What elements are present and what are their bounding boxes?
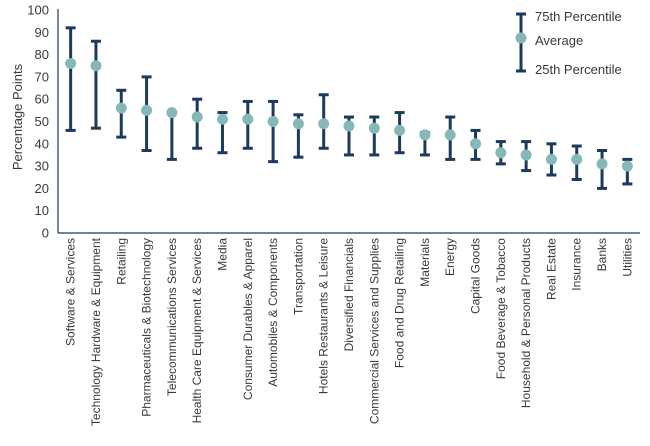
category-label: Utilities (620, 238, 634, 277)
average-marker (141, 104, 153, 116)
average-marker (242, 113, 254, 125)
category-label: Automobiles & Components (266, 238, 280, 387)
y-tick-label: 0 (42, 226, 49, 241)
category-label: Energy (443, 238, 457, 276)
category-label: Food Beverage & Tobacco (494, 238, 508, 380)
average-marker (419, 129, 431, 141)
category-label: Retailing (114, 238, 128, 285)
average-marker (394, 124, 406, 136)
category-labels: Software & Services Technology Hardware &… (64, 237, 635, 426)
legend-label-75th: 75th Percentile (535, 9, 622, 24)
category-label: Telecommunications Services (165, 238, 179, 396)
average-marker (545, 153, 557, 165)
average-marker (495, 147, 507, 159)
average-marker (343, 120, 355, 132)
y-axis-label: Percentage Points (10, 63, 25, 170)
y-tick-label: 100 (27, 3, 49, 18)
category-label: Real Estate (544, 238, 558, 300)
average-marker (90, 60, 102, 72)
legend-label-average: Average (535, 33, 583, 48)
average-marker (596, 158, 608, 170)
y-tick-label: 70 (35, 69, 49, 84)
y-tick-label: 40 (35, 136, 49, 151)
average-marker (520, 149, 532, 161)
average-marker (292, 118, 304, 130)
average-marker (65, 58, 77, 70)
category-label: Media (215, 238, 229, 271)
legend-label-25th: 25th Percentile (535, 62, 622, 77)
average-marker (571, 153, 583, 165)
category-label: Pharmaceuticals & Biotechnology (140, 238, 154, 417)
category-label: Materials (418, 238, 432, 287)
category-label: Transportation (291, 238, 305, 315)
average-marker (115, 102, 127, 114)
category-label: Capital Goods (469, 238, 483, 314)
y-tick-label: 20 (35, 181, 49, 196)
y-tick-label: 60 (35, 92, 49, 107)
y-tick-labels: 0 10 20 30 40 50 60 70 80 90 100 (27, 3, 49, 241)
average-marker (621, 160, 633, 172)
y-tick-label: 10 (35, 203, 49, 218)
category-label: Hotels Restaurants & Leisure (317, 238, 331, 394)
category-label: Health Care Equipment & Services (190, 238, 204, 423)
y-tick-label: 90 (35, 25, 49, 40)
legend-average-marker (515, 32, 527, 44)
y-tick-label: 80 (35, 47, 49, 62)
axes (57, 9, 640, 234)
category-label: Technology Hardware & Equipment (89, 237, 103, 426)
category-label: Banks (595, 238, 609, 271)
average-marker (166, 107, 178, 119)
average-marker (216, 113, 228, 125)
y-tick-label: 30 (35, 159, 49, 174)
average-markers (65, 58, 633, 172)
category-label: Insurance (570, 238, 584, 291)
average-marker (318, 118, 330, 130)
category-label: Diversified Financials (342, 238, 356, 351)
category-label: Commercial Services and Supplies (367, 238, 381, 424)
category-label: Software & Services (64, 238, 78, 346)
legend: 75th Percentile Average 25th Percentile (515, 9, 622, 77)
y-axis-title: Percentage Points (10, 63, 25, 170)
category-label: Household & Personal Products (519, 238, 533, 408)
average-marker (470, 138, 482, 150)
average-marker (191, 111, 203, 123)
category-label: Consumer Durables & Apparel (241, 238, 255, 400)
y-tick-label: 50 (35, 114, 49, 129)
average-marker (267, 116, 279, 127)
category-label: Food and Drug Retailing (393, 238, 407, 368)
average-marker (368, 122, 380, 134)
average-marker (444, 129, 456, 141)
